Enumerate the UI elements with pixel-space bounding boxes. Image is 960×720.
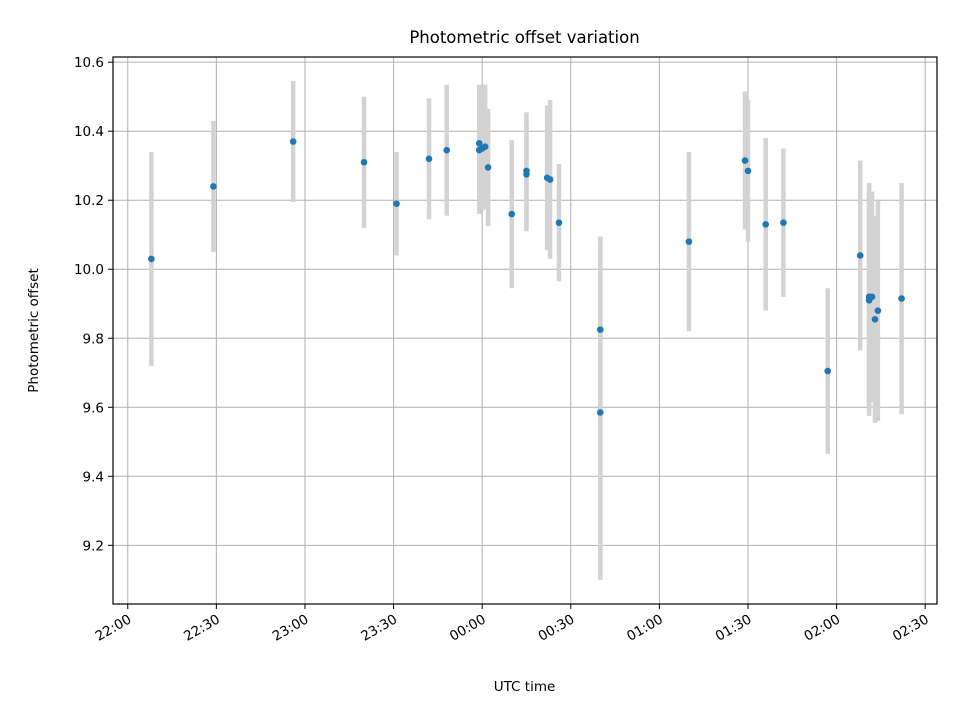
data-point xyxy=(744,167,752,175)
data-point xyxy=(824,367,832,375)
data-point xyxy=(685,238,693,245)
chart-title: Photometric offset variation xyxy=(409,28,639,47)
x-tick-label: 00:00 xyxy=(447,611,489,644)
data-point xyxy=(481,143,489,151)
x-axis-ticks: 22:00 22:30 23:00 23:30 00:00 00:30 01:00 01:30… xyxy=(93,604,932,645)
x-tick-label: 23:00 xyxy=(270,611,312,644)
y-tick-label: 10.0 xyxy=(74,262,104,278)
x-tick-label: 22:30 xyxy=(181,611,223,644)
data-point xyxy=(289,138,297,145)
data-point xyxy=(443,146,451,154)
data-point xyxy=(868,293,876,301)
x-axis-label: UTC time xyxy=(494,679,556,695)
x-tick-label: 02:00 xyxy=(801,611,843,644)
data-point xyxy=(898,295,905,302)
data-point xyxy=(475,139,483,147)
data-point xyxy=(210,183,217,190)
data-point xyxy=(871,315,879,323)
y-tick-label: 9.8 xyxy=(83,331,104,347)
data-point xyxy=(546,176,554,183)
x-tick-label: 01:00 xyxy=(624,611,666,644)
plot-frame xyxy=(112,56,938,605)
x-tick-label: 01:30 xyxy=(713,611,755,644)
data-point xyxy=(425,155,433,163)
x-tick-label: 22:00 xyxy=(93,611,135,644)
y-tick-label: 9.2 xyxy=(83,538,104,554)
y-tick-label: 10.6 xyxy=(74,55,104,71)
x-tick-label: 23:30 xyxy=(358,611,400,644)
y-tick-label: 9.6 xyxy=(83,400,104,416)
data-point xyxy=(741,157,749,164)
error-bars xyxy=(149,81,904,580)
y-tick-label: 10.2 xyxy=(74,193,104,209)
data-point xyxy=(148,255,155,263)
y-axis-label: Photometric offset xyxy=(26,268,42,392)
x-tick-label: 02:30 xyxy=(890,611,932,644)
data-point xyxy=(393,200,400,207)
data-points xyxy=(148,138,905,416)
data-point xyxy=(484,164,492,171)
data-point xyxy=(597,326,604,333)
data-point xyxy=(508,210,516,218)
data-point xyxy=(360,158,368,166)
data-point xyxy=(762,221,770,228)
y-axis-ticks: 9.2 9.4 9.6 9.8 10.0 10.2 10.4 10.6 xyxy=(74,55,113,554)
data-point xyxy=(523,167,530,175)
y-tick-label: 9.4 xyxy=(83,469,104,485)
data-point xyxy=(780,219,787,226)
data-point xyxy=(597,409,604,416)
y-tick-label: 10.4 xyxy=(74,124,104,140)
data-point xyxy=(856,252,864,259)
data-point xyxy=(555,219,563,226)
x-tick-label: 00:30 xyxy=(536,611,578,644)
data-point xyxy=(874,307,882,314)
